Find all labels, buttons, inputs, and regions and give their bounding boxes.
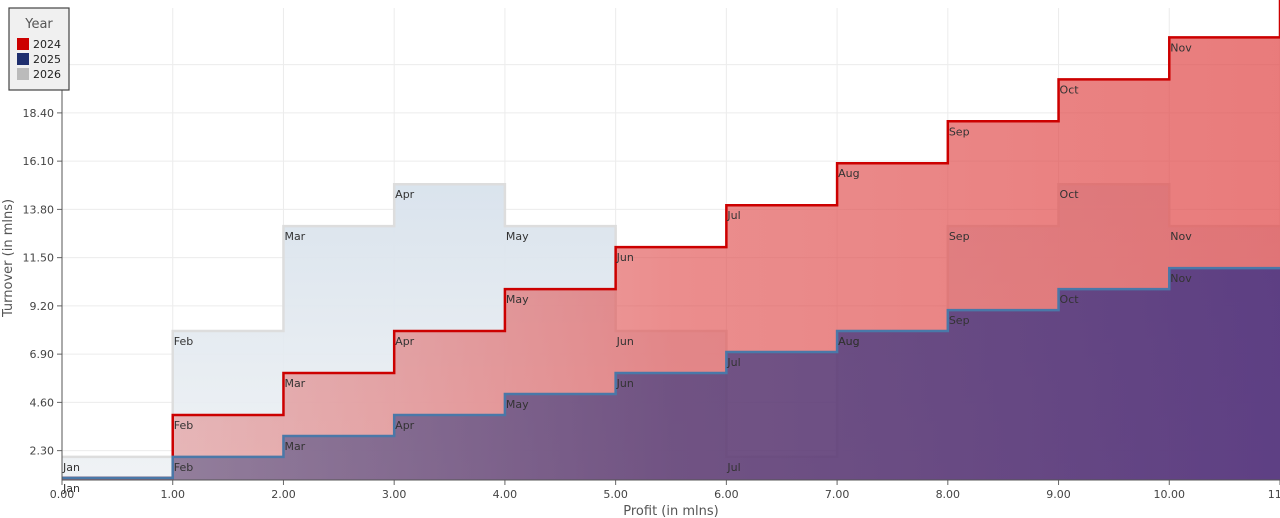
x-tick-label: 9.00 (1046, 488, 1071, 501)
x-tick-label: 3.00 (382, 488, 407, 501)
legend-swatch-2025 (17, 53, 29, 65)
month-label-2025-may: May (506, 398, 529, 411)
month-label-2025-feb: Feb (174, 461, 193, 474)
month-labels: Jan Feb Mar Apr May Jun Jul Aug Sep Oct Nov Jan Feb M… (62, 41, 1192, 495)
x-tick-label: 1.00 (160, 488, 185, 501)
legend-swatch-2026 (17, 68, 29, 80)
series-areas (62, 0, 1280, 481)
month-label-2026-nov: Nov (1170, 230, 1192, 243)
month-label-2025-jun: Jun (616, 377, 634, 390)
x-tick-label: 8.00 (936, 488, 961, 501)
month-label-2024-aug: Aug (838, 167, 859, 180)
month-label-2024-jan: Jan (62, 482, 80, 495)
legend-label-2024: 2024 (33, 38, 61, 51)
month-label-2024-sep: Sep (949, 125, 970, 138)
legend-title: Year (24, 17, 53, 32)
month-label-2026-sep: Sep (949, 230, 970, 243)
y-tick-label: 11.50 (23, 252, 55, 265)
month-label-2025-aug: Aug (838, 335, 859, 348)
month-label-2024-may: May (506, 293, 529, 306)
x-tick-label: 10.00 (1154, 488, 1186, 501)
y-axis-title: Turnover (in mlns) (1, 199, 16, 318)
x-tick-label: 0.00 (50, 488, 75, 501)
series-2024-line (62, 0, 1280, 480)
month-label-2025-sep: Sep (949, 314, 970, 327)
legend-label-2026: 2026 (33, 68, 61, 81)
month-label-2024-apr: Apr (395, 335, 415, 348)
x-tick-label: 2.00 (271, 488, 296, 501)
month-label-2026-oct: Oct (1060, 188, 1080, 201)
month-label-2025-mar: Mar (284, 440, 305, 453)
month-label-2024-feb: Feb (174, 419, 193, 432)
y-tick-label: 18.40 (23, 107, 55, 120)
y-tick-label: 9.20 (30, 300, 55, 313)
x-tick-label: 6.00 (714, 488, 739, 501)
month-label-2025-apr: Apr (395, 419, 415, 432)
month-label-2026-mar: Mar (284, 230, 305, 243)
month-label-2026-aug: Aug (838, 335, 859, 348)
y-tick-label: 6.90 (30, 348, 55, 361)
month-label-2025-jul: Jul (726, 356, 740, 369)
series-2025-line (62, 266, 1280, 480)
month-label-2026-jan: Jan (62, 461, 80, 474)
month-label-2025-nov: Nov (1170, 272, 1192, 285)
x-axis-title: Profit (in mlns) (623, 504, 718, 518)
x-tick-label: 7.00 (825, 488, 850, 501)
x-tick-label: 11.0 (1268, 488, 1280, 501)
x-tick-label: 5.00 (603, 488, 628, 501)
month-label-2024-nov: Nov (1170, 41, 1192, 54)
legend: Year 2024 2025 2026 (8, 7, 70, 91)
y-tick-label: 16.10 (23, 155, 55, 168)
month-label-2026-feb: Feb (174, 335, 193, 348)
legend-label-2025: 2025 (33, 53, 61, 66)
month-label-2024-mar: Mar (284, 377, 305, 390)
y-tick-label: 13.80 (23, 203, 55, 216)
legend-swatch-2024 (17, 38, 29, 50)
month-label-2025-oct: Oct (1060, 293, 1080, 306)
month-label-2026-jun: Jun (616, 335, 634, 348)
month-label-2026-apr: Apr (395, 188, 415, 201)
y-tick-label: 2.30 (30, 445, 55, 458)
month-label-2026-jul: Jul (726, 461, 740, 474)
month-label-2026-may: May (506, 230, 529, 243)
month-label-2024-jun: Jun (616, 251, 634, 264)
month-label-2024-jul: Jul (726, 209, 740, 222)
x-tick-label: 4.00 (493, 488, 518, 501)
month-label-2024-oct: Oct (1060, 83, 1080, 96)
y-tick-label: 4.60 (30, 396, 55, 409)
